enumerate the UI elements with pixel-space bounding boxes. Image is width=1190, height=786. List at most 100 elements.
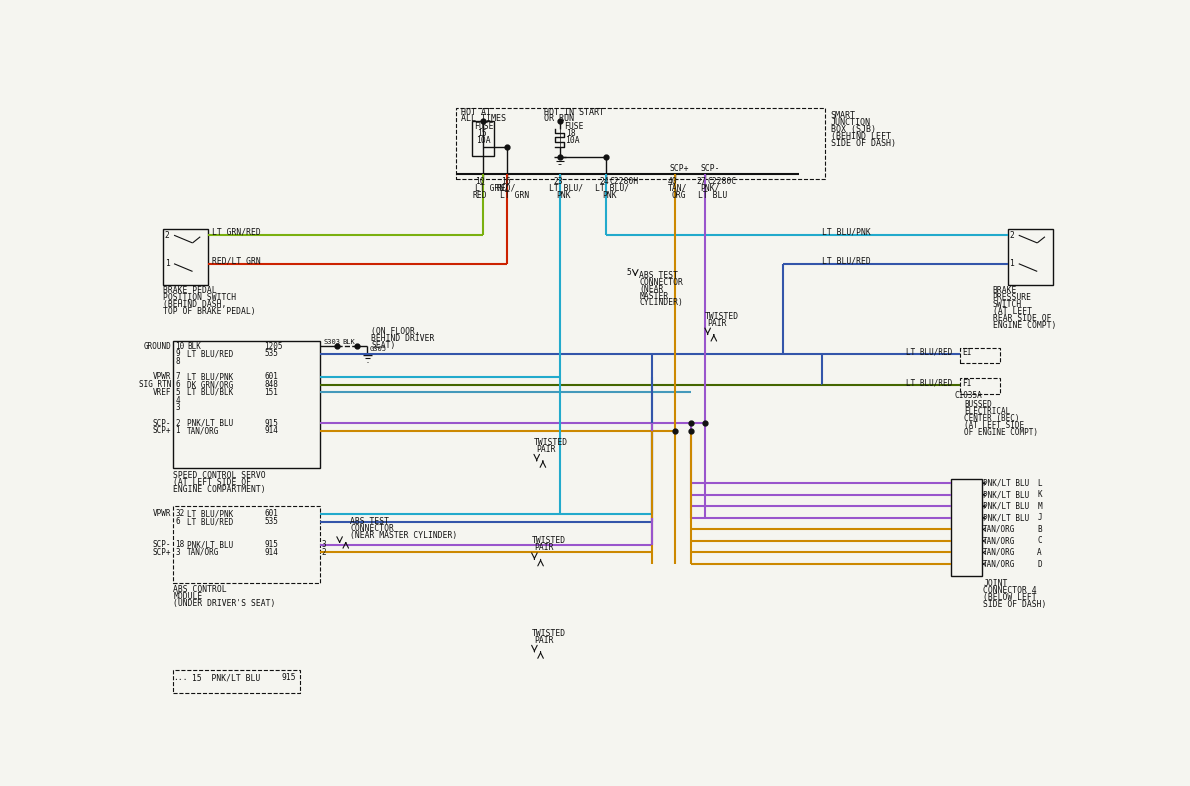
Text: PAIR: PAIR (534, 636, 553, 645)
Text: 914: 914 (264, 426, 278, 435)
Text: PAIR: PAIR (708, 318, 727, 328)
Text: K: K (1038, 490, 1042, 499)
Text: A: A (1038, 548, 1042, 557)
Text: BLK: BLK (343, 340, 356, 345)
Text: PNK/LT BLU: PNK/LT BLU (983, 513, 1029, 523)
Text: JUNCTION: JUNCTION (831, 119, 871, 127)
Text: SCP+: SCP+ (152, 548, 171, 557)
Text: RED/: RED/ (496, 184, 516, 193)
Text: PAIR: PAIR (537, 445, 556, 454)
Text: SIDE OF DASH): SIDE OF DASH) (983, 600, 1047, 608)
Text: (BELOW LEFT: (BELOW LEFT (983, 593, 1036, 601)
Text: TAN/: TAN/ (668, 184, 687, 193)
Text: SEAT): SEAT) (371, 341, 395, 350)
Text: 848: 848 (264, 380, 278, 389)
Text: BEHIND DRIVER: BEHIND DRIVER (371, 334, 434, 343)
Text: PNK: PNK (602, 191, 616, 200)
Text: TWISTED: TWISTED (704, 311, 739, 321)
Text: ELECTRICAL: ELECTRICAL (964, 407, 1010, 416)
Text: PNK/LT BLU: PNK/LT BLU (187, 419, 233, 428)
Text: CONNECTOR: CONNECTOR (350, 524, 394, 533)
Text: LT BLU/RED: LT BLU/RED (821, 256, 870, 265)
Text: FUSE: FUSE (564, 122, 583, 131)
Text: TAN/ORG: TAN/ORG (983, 548, 1016, 557)
Text: 1: 1 (164, 259, 170, 268)
Text: OR RUN: OR RUN (544, 114, 575, 123)
Text: BLK: BLK (187, 342, 201, 351)
Bar (174, 506, 320, 583)
Text: VREF: VREF (152, 387, 171, 397)
Text: REAR SIDE OF: REAR SIDE OF (992, 314, 1051, 323)
Text: RED: RED (472, 191, 487, 200)
Text: LT BLU/BLK: LT BLU/BLK (187, 387, 233, 397)
Text: 5: 5 (626, 269, 631, 277)
Text: SCP-: SCP- (701, 163, 720, 173)
Text: S303: S303 (324, 340, 340, 345)
Text: D: D (1038, 560, 1042, 568)
Text: ABS TEST: ABS TEST (639, 270, 678, 280)
Text: 2: 2 (321, 548, 326, 557)
Bar (174, 670, 300, 693)
Text: G305: G305 (370, 346, 387, 352)
Text: LT BLU: LT BLU (699, 191, 727, 200)
Text: PNK: PNK (556, 191, 570, 200)
Text: 914: 914 (264, 548, 278, 557)
Text: SCP-: SCP- (152, 419, 171, 428)
Text: SIG RTN: SIG RTN (138, 380, 171, 389)
Text: 8: 8 (176, 357, 180, 366)
Text: TWISTED: TWISTED (533, 438, 568, 447)
Text: TAN/ORG: TAN/ORG (187, 426, 219, 435)
Text: 18: 18 (176, 540, 184, 549)
Text: (AT LEFT SIDE: (AT LEFT SIDE (964, 421, 1025, 430)
Text: LT BLU/: LT BLU/ (549, 184, 583, 193)
Text: 16: 16 (501, 177, 511, 185)
Text: PNK/LT BLU: PNK/LT BLU (983, 501, 1029, 511)
Text: OF ENGINE COMPT): OF ENGINE COMPT) (964, 428, 1038, 437)
Text: B: B (1038, 525, 1042, 534)
Text: LT BLU/PNK: LT BLU/PNK (187, 373, 233, 381)
Text: HOT AT: HOT AT (462, 108, 491, 116)
Text: 2: 2 (164, 231, 170, 240)
Text: 1: 1 (176, 426, 180, 435)
Text: (BEHIND LEFT: (BEHIND LEFT (831, 132, 891, 141)
Bar (163, 229, 208, 285)
Text: TAN/ORG: TAN/ORG (187, 548, 219, 557)
Text: ALL TIMES: ALL TIMES (462, 114, 506, 123)
Text: (NEAR: (NEAR (639, 285, 664, 294)
Text: LT GRN: LT GRN (500, 191, 530, 200)
Text: 915: 915 (281, 674, 295, 682)
Text: (BEHIND DASH,: (BEHIND DASH, (163, 300, 226, 309)
Bar (960, 378, 1001, 394)
Text: (UNDER DRIVER'S SEAT): (UNDER DRIVER'S SEAT) (174, 599, 276, 608)
Bar (960, 347, 1001, 363)
Text: SPEED CONTROL SERVO: SPEED CONTROL SERVO (174, 471, 265, 480)
Text: E1: E1 (962, 347, 971, 357)
Text: LT GRN/RED: LT GRN/RED (212, 228, 261, 237)
Text: 3: 3 (321, 540, 326, 549)
Text: BOX (SJB): BOX (SJB) (831, 125, 876, 134)
Text: 10A: 10A (476, 136, 490, 145)
Text: LT BLU/: LT BLU/ (595, 184, 630, 193)
Text: BUSSED: BUSSED (964, 400, 991, 410)
Text: 24: 24 (600, 177, 609, 185)
Text: JOINT: JOINT (983, 578, 1008, 588)
Text: HOT IN START: HOT IN START (544, 108, 605, 116)
Text: VPWR: VPWR (152, 373, 171, 381)
Text: 2: 2 (176, 419, 180, 428)
Text: TAN/ORG: TAN/ORG (983, 525, 1016, 534)
Text: 9: 9 (176, 349, 180, 358)
Bar (1008, 229, 1053, 285)
Text: 5: 5 (176, 387, 180, 397)
Text: 7: 7 (176, 373, 180, 381)
Text: ORG: ORG (671, 191, 687, 200)
Text: SCP+: SCP+ (152, 426, 171, 435)
Text: (NEAR MASTER CYLINDER): (NEAR MASTER CYLINDER) (350, 531, 458, 540)
Text: C2280H: C2280H (609, 177, 639, 185)
Text: 1205: 1205 (264, 342, 283, 351)
Bar (456, 108, 826, 179)
Text: 10: 10 (176, 342, 184, 351)
Text: PRESSURE: PRESSURE (992, 293, 1032, 302)
Text: J: J (1038, 513, 1042, 523)
Text: ABS CONTROL: ABS CONTROL (174, 585, 227, 594)
Text: LT BLU/RED: LT BLU/RED (187, 349, 233, 358)
